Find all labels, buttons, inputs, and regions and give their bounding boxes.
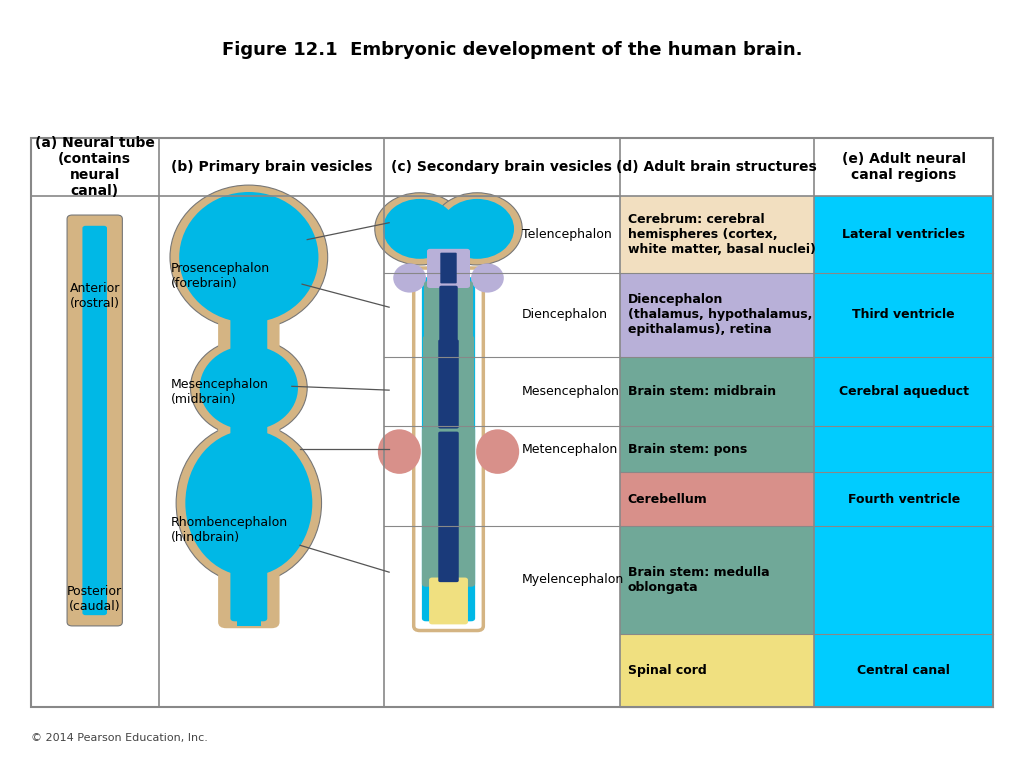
FancyBboxPatch shape <box>422 427 475 587</box>
Text: Fourth ventricle: Fourth ventricle <box>848 493 959 505</box>
Ellipse shape <box>378 429 421 474</box>
Ellipse shape <box>432 193 522 265</box>
Text: (e) Adult neural
canal regions: (e) Adult neural canal regions <box>842 152 966 182</box>
Bar <box>814 196 993 273</box>
FancyBboxPatch shape <box>427 249 470 288</box>
Text: (a) Neural tube
(contains
neural
canal): (a) Neural tube (contains neural canal) <box>35 136 155 198</box>
Text: Cerebellum: Cerebellum <box>628 493 708 505</box>
Ellipse shape <box>185 430 312 576</box>
Text: Mesencephalon
(midbrain): Mesencephalon (midbrain) <box>171 378 269 406</box>
Ellipse shape <box>190 339 307 437</box>
FancyBboxPatch shape <box>434 217 463 257</box>
Bar <box>814 357 993 426</box>
Ellipse shape <box>440 199 514 259</box>
Bar <box>620 426 814 472</box>
Text: Brain stem: medulla
oblongata: Brain stem: medulla oblongata <box>628 566 769 594</box>
Text: (c) Secondary brain vesicles: (c) Secondary brain vesicles <box>391 160 612 174</box>
Ellipse shape <box>200 346 298 430</box>
FancyBboxPatch shape <box>423 336 474 432</box>
FancyBboxPatch shape <box>429 578 468 624</box>
Text: Cerebrum: cerebral
hemispheres (cortex,
white matter, basal nuclei): Cerebrum: cerebral hemispheres (cortex, … <box>628 213 815 256</box>
Ellipse shape <box>375 193 465 265</box>
Bar <box>814 273 993 357</box>
FancyBboxPatch shape <box>427 213 470 260</box>
Text: Third ventricle: Third ventricle <box>852 309 955 321</box>
Text: Anterior
(rostral): Anterior (rostral) <box>70 282 120 310</box>
Text: Central canal: Central canal <box>857 664 950 677</box>
Text: Diencephalon
(thalamus, hypothalamus,
epithalamus), retina: Diencephalon (thalamus, hypothalamus, ep… <box>628 293 812 336</box>
Bar <box>620 634 814 707</box>
FancyBboxPatch shape <box>424 281 473 345</box>
Text: Telencephalon: Telencephalon <box>522 228 612 240</box>
FancyBboxPatch shape <box>218 247 280 628</box>
FancyBboxPatch shape <box>438 339 459 429</box>
Text: Spinal cord: Spinal cord <box>628 664 707 677</box>
Text: Posterior
(caudal): Posterior (caudal) <box>68 585 122 613</box>
Text: (d) Adult brain structures: (d) Adult brain structures <box>616 160 817 174</box>
Bar <box>814 426 993 472</box>
FancyBboxPatch shape <box>440 253 457 283</box>
Text: Brain stem: midbrain: Brain stem: midbrain <box>628 386 776 398</box>
Bar <box>237 607 261 626</box>
Text: Diencephalon: Diencephalon <box>522 309 608 321</box>
Text: Prosencephalon
(forebrain): Prosencephalon (forebrain) <box>171 263 270 290</box>
Bar <box>814 526 993 634</box>
Text: (b) Primary brain vesicles: (b) Primary brain vesicles <box>171 160 372 174</box>
Ellipse shape <box>471 263 504 293</box>
FancyBboxPatch shape <box>439 286 458 341</box>
Text: Lateral ventricles: Lateral ventricles <box>842 228 966 240</box>
Bar <box>814 472 993 526</box>
FancyBboxPatch shape <box>230 254 267 621</box>
FancyBboxPatch shape <box>422 277 475 621</box>
Text: © 2014 Pearson Education, Inc.: © 2014 Pearson Education, Inc. <box>31 733 208 743</box>
Bar <box>31 138 993 196</box>
Ellipse shape <box>476 429 519 474</box>
Text: Myelencephalon: Myelencephalon <box>522 574 625 586</box>
Bar <box>31 138 993 707</box>
Ellipse shape <box>176 423 322 583</box>
FancyBboxPatch shape <box>438 432 459 582</box>
FancyBboxPatch shape <box>82 226 108 615</box>
Ellipse shape <box>393 263 426 293</box>
Ellipse shape <box>383 199 457 259</box>
Text: Metencephalon: Metencephalon <box>522 443 618 455</box>
Text: Rhombencephalon
(hindbrain): Rhombencephalon (hindbrain) <box>171 516 288 544</box>
Bar <box>620 472 814 526</box>
FancyBboxPatch shape <box>68 215 123 626</box>
Bar <box>620 196 814 273</box>
Bar <box>814 634 993 707</box>
Ellipse shape <box>179 192 318 323</box>
Ellipse shape <box>170 185 328 329</box>
Text: Figure 12.1  Embryonic development of the human brain.: Figure 12.1 Embryonic development of the… <box>222 41 802 59</box>
Text: Mesencephalon: Mesencephalon <box>522 386 621 398</box>
Bar <box>620 526 814 634</box>
Bar <box>620 273 814 357</box>
Bar <box>620 357 814 426</box>
Text: Brain stem: pons: Brain stem: pons <box>628 443 746 455</box>
Text: Cerebral aqueduct: Cerebral aqueduct <box>839 386 969 398</box>
